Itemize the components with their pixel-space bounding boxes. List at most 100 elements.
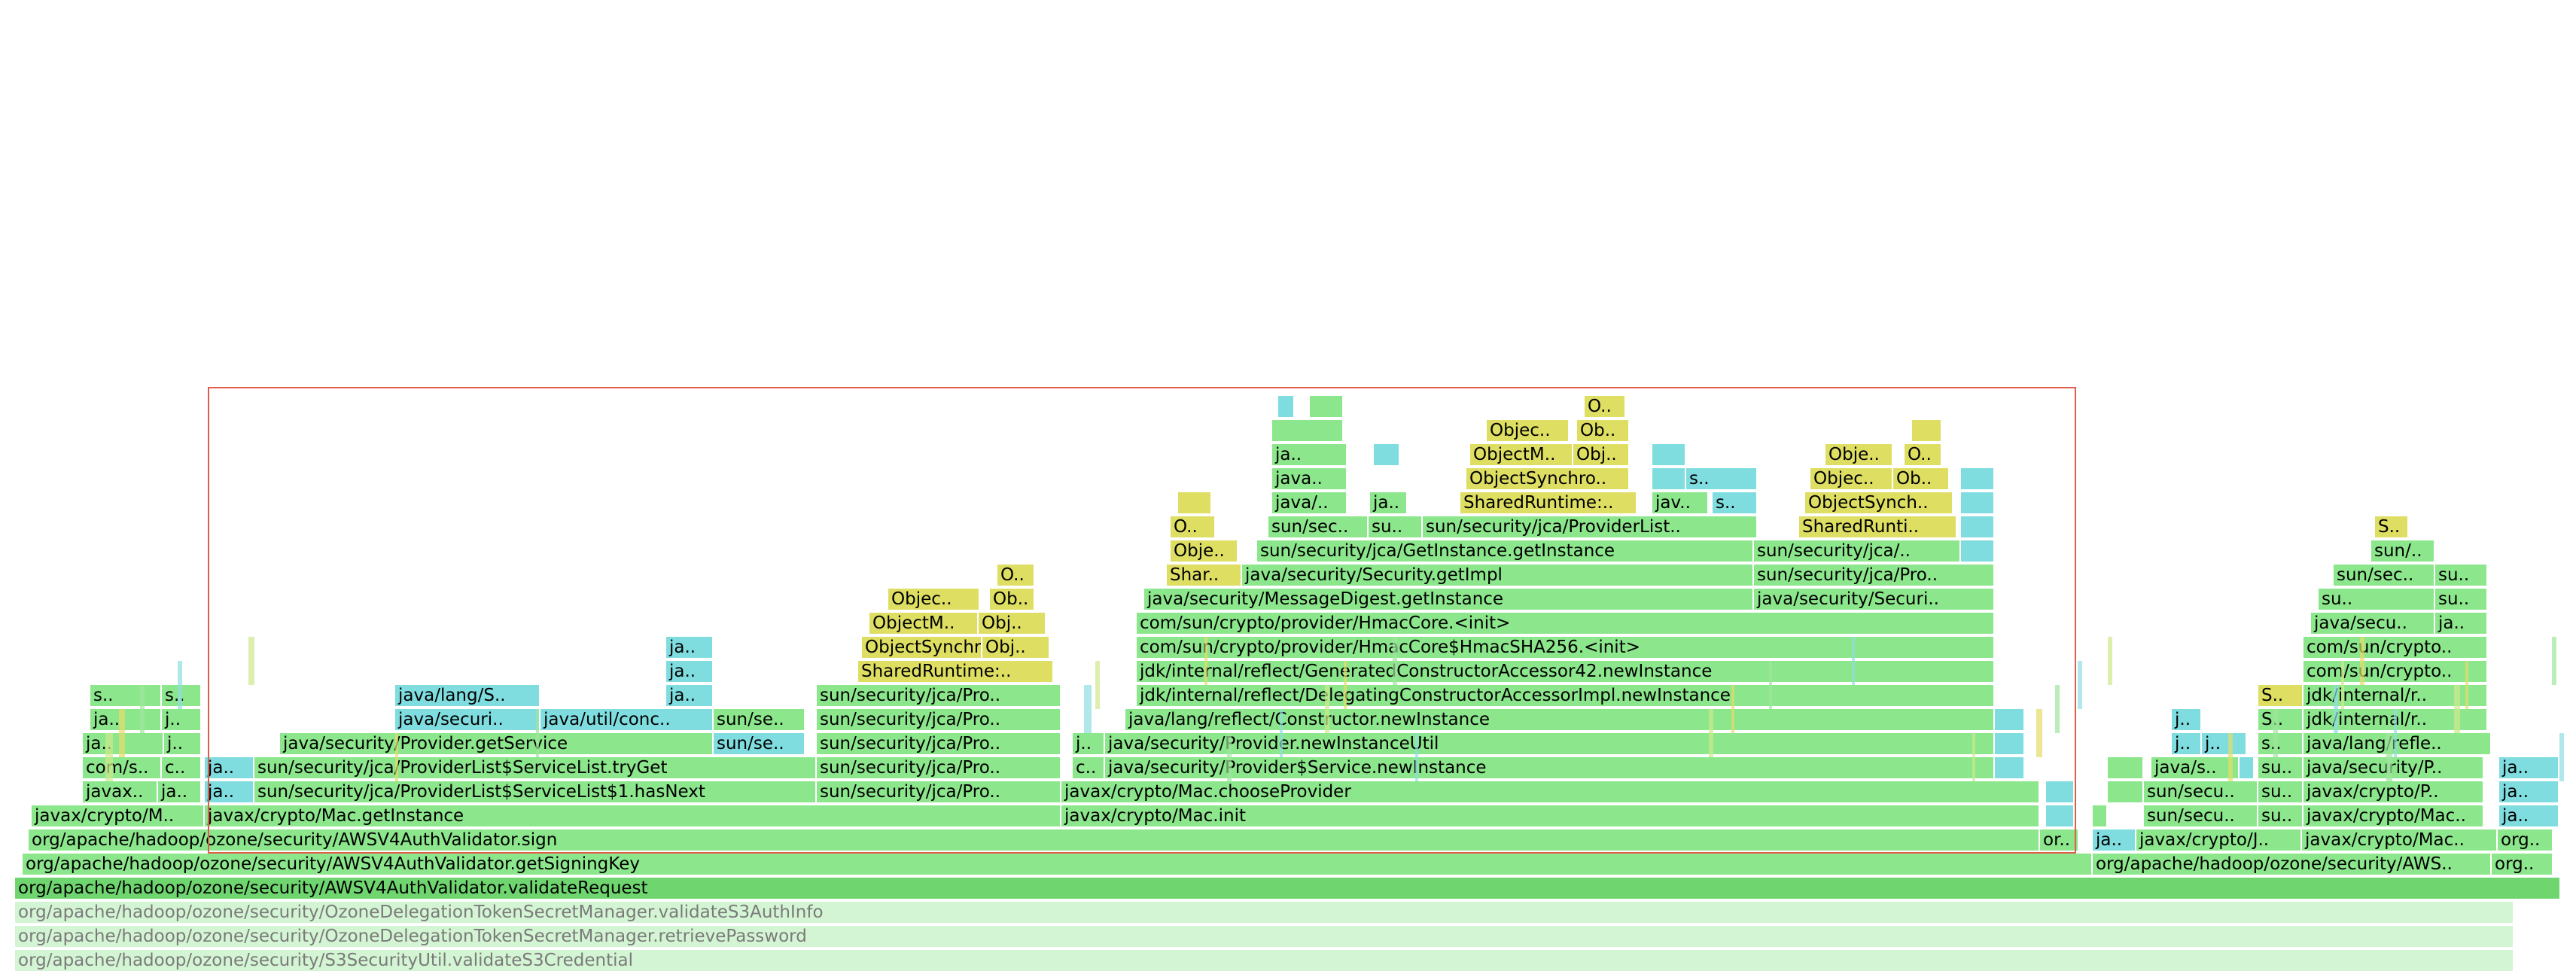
stack-frame[interactable]: sun/sec..: [2334, 565, 2435, 587]
stack-frame[interactable]: [1652, 468, 1686, 491]
stack-frame[interactable]: Objec..: [1810, 468, 1893, 491]
stack-frame[interactable]: su..: [2258, 805, 2303, 828]
stack-frame[interactable]: SharedRuntime:..: [858, 661, 1054, 683]
stack-frame[interactable]: javax/crypto/Mac.init: [1061, 805, 2040, 828]
stack-frame[interactable]: [1393, 637, 1397, 685]
stack-frame[interactable]: sun/..: [2371, 540, 2435, 563]
stack-frame[interactable]: org/apache/hadoop/ozone/security/OzoneDe…: [15, 902, 2514, 924]
stack-frame[interactable]: Objec..: [1487, 420, 1570, 443]
stack-frame[interactable]: org..: [2498, 829, 2553, 852]
stack-frame[interactable]: com/s..: [83, 757, 162, 780]
stack-frame[interactable]: O..: [1171, 516, 1216, 539]
stack-frame[interactable]: Ob..: [1577, 420, 1630, 443]
stack-frame[interactable]: [178, 661, 182, 709]
stack-frame[interactable]: java/security/Security.getImpl: [1242, 565, 1754, 587]
stack-frame[interactable]: [2046, 805, 2075, 828]
stack-frame[interactable]: java/security/Provider.newInstanceUtil: [1105, 733, 1995, 756]
stack-frame[interactable]: Obje..: [1825, 444, 1893, 467]
stack-frame[interactable]: jdk/internal/r..: [2303, 685, 2488, 708]
stack-frame[interactable]: java/s..: [2151, 757, 2240, 780]
stack-frame[interactable]: [2108, 637, 2112, 685]
stack-frame[interactable]: SharedRunti..: [1799, 516, 1957, 539]
stack-frame[interactable]: javax/crypto/Mac.chooseProvider: [1061, 781, 2040, 804]
stack-frame[interactable]: S..: [2375, 516, 2409, 539]
stack-frame[interactable]: ja..: [666, 685, 714, 708]
stack-frame[interactable]: sun/security/jca/Pro..: [817, 781, 1061, 804]
stack-frame[interactable]: [1272, 420, 1344, 443]
stack-frame[interactable]: java/securi..: [395, 709, 540, 732]
stack-frame[interactable]: [1325, 685, 1329, 733]
stack-frame[interactable]: javax/crypto/Mac.getInstance: [205, 805, 1061, 828]
stack-frame[interactable]: Ob..: [990, 589, 1035, 611]
stack-frame[interactable]: java/security/P..: [2303, 757, 2484, 780]
stack-frame[interactable]: ja..: [2435, 613, 2488, 635]
stack-frame[interactable]: javax/crypto/Mac..: [2302, 829, 2498, 852]
stack-frame[interactable]: [1095, 661, 1100, 709]
stack-frame[interactable]: java/security/Provider.getService: [280, 733, 714, 756]
stack-frame[interactable]: [2093, 805, 2108, 828]
stack-frame[interactable]: [2341, 661, 2344, 709]
stack-frame[interactable]: java/..: [1272, 492, 1347, 515]
stack-frame[interactable]: [2055, 685, 2060, 733]
stack-frame[interactable]: javax/crypto/Mac..: [2303, 805, 2484, 828]
stack-frame[interactable]: ObjectSynch..: [1805, 492, 1953, 515]
stack-frame[interactable]: sun/security/jca/GetInstance.getInstance: [1257, 540, 1754, 563]
stack-frame[interactable]: ja..: [90, 709, 162, 732]
stack-frame[interactable]: [1178, 492, 1212, 515]
stack-frame[interactable]: [2360, 637, 2364, 685]
stack-frame[interactable]: O..: [1585, 396, 1626, 419]
stack-frame[interactable]: s..: [2258, 733, 2303, 756]
stack-frame[interactable]: [248, 637, 254, 685]
stack-frame[interactable]: sun/sec..: [1268, 516, 1369, 539]
stack-frame[interactable]: su..: [2258, 781, 2303, 804]
stack-frame[interactable]: javax..: [83, 781, 158, 804]
stack-frame[interactable]: [2334, 685, 2338, 733]
stack-frame[interactable]: [2465, 661, 2468, 709]
stack-frame[interactable]: ja..: [1272, 444, 1347, 467]
stack-frame[interactable]: [1084, 685, 1092, 733]
stack-frame[interactable]: SharedRuntime:..: [1460, 492, 1637, 515]
stack-frame[interactable]: Obj..: [982, 637, 1050, 659]
stack-frame[interactable]: s..: [90, 685, 162, 708]
stack-frame[interactable]: S..: [2258, 685, 2303, 708]
stack-frame[interactable]: su..: [2435, 589, 2488, 611]
stack-frame[interactable]: [2036, 709, 2042, 757]
stack-frame[interactable]: c..: [162, 757, 202, 780]
stack-frame[interactable]: ObjectM..: [869, 613, 979, 635]
stack-frame[interactable]: java/lang/refle..: [2303, 733, 2492, 756]
stack-frame[interactable]: su..: [2258, 757, 2303, 780]
stack-frame[interactable]: java/security/Securi..: [1754, 589, 1995, 611]
stack-frame[interactable]: jdk/internal/reflect/DelegatingConstruct…: [1137, 685, 1995, 708]
stack-frame[interactable]: su..: [2435, 565, 2488, 587]
stack-frame[interactable]: s..: [1713, 492, 1758, 515]
stack-frame[interactable]: [1912, 420, 1942, 443]
stack-frame[interactable]: [2386, 733, 2392, 781]
stack-frame[interactable]: com/sun/crypto/provider/HmacCore.<init>: [1137, 613, 1995, 635]
stack-frame[interactable]: [2552, 637, 2556, 685]
stack-frame[interactable]: [2273, 709, 2278, 757]
stack-frame[interactable]: javax/crypto/M..: [32, 805, 205, 828]
stack-frame[interactable]: org/apache/hadoop/ozone/security/AWSV4Au…: [29, 829, 2040, 852]
stack-frame[interactable]: [2240, 757, 2255, 780]
stack-frame[interactable]: Shar..: [1167, 565, 1242, 587]
stack-frame[interactable]: java/lang/reflect/Constructor.newInstanc…: [1125, 709, 1995, 732]
stack-frame[interactable]: ja..: [2499, 805, 2559, 828]
stack-frame[interactable]: j..: [2172, 709, 2202, 732]
stack-frame[interactable]: [1995, 709, 2025, 732]
stack-frame[interactable]: [536, 709, 539, 757]
stack-frame[interactable]: jdk/internal/reflect/GeneratedConstructo…: [1137, 661, 1995, 683]
stack-frame[interactable]: com/sun/crypto..: [2303, 637, 2488, 659]
stack-frame[interactable]: sun/se..: [714, 709, 805, 732]
stack-frame[interactable]: [2046, 781, 2075, 804]
stack-frame[interactable]: [1961, 492, 1995, 515]
stack-frame[interactable]: sun/security/jca/ProviderList$ServiceLis…: [254, 781, 817, 804]
stack-frame[interactable]: [2228, 733, 2233, 781]
stack-frame[interactable]: com/sun/crypto..: [2303, 661, 2488, 683]
stack-frame[interactable]: [1374, 444, 1400, 467]
stack-frame[interactable]: Obj..: [979, 613, 1046, 635]
stack-frame[interactable]: [1709, 709, 1713, 757]
stack-frame[interactable]: org/apache/hadoop/ozone/security/S3Secur…: [15, 950, 2514, 972]
stack-frame[interactable]: [1310, 396, 1344, 419]
stack-frame[interactable]: org..: [2492, 854, 2553, 876]
stack-frame[interactable]: ja..: [2093, 829, 2136, 852]
